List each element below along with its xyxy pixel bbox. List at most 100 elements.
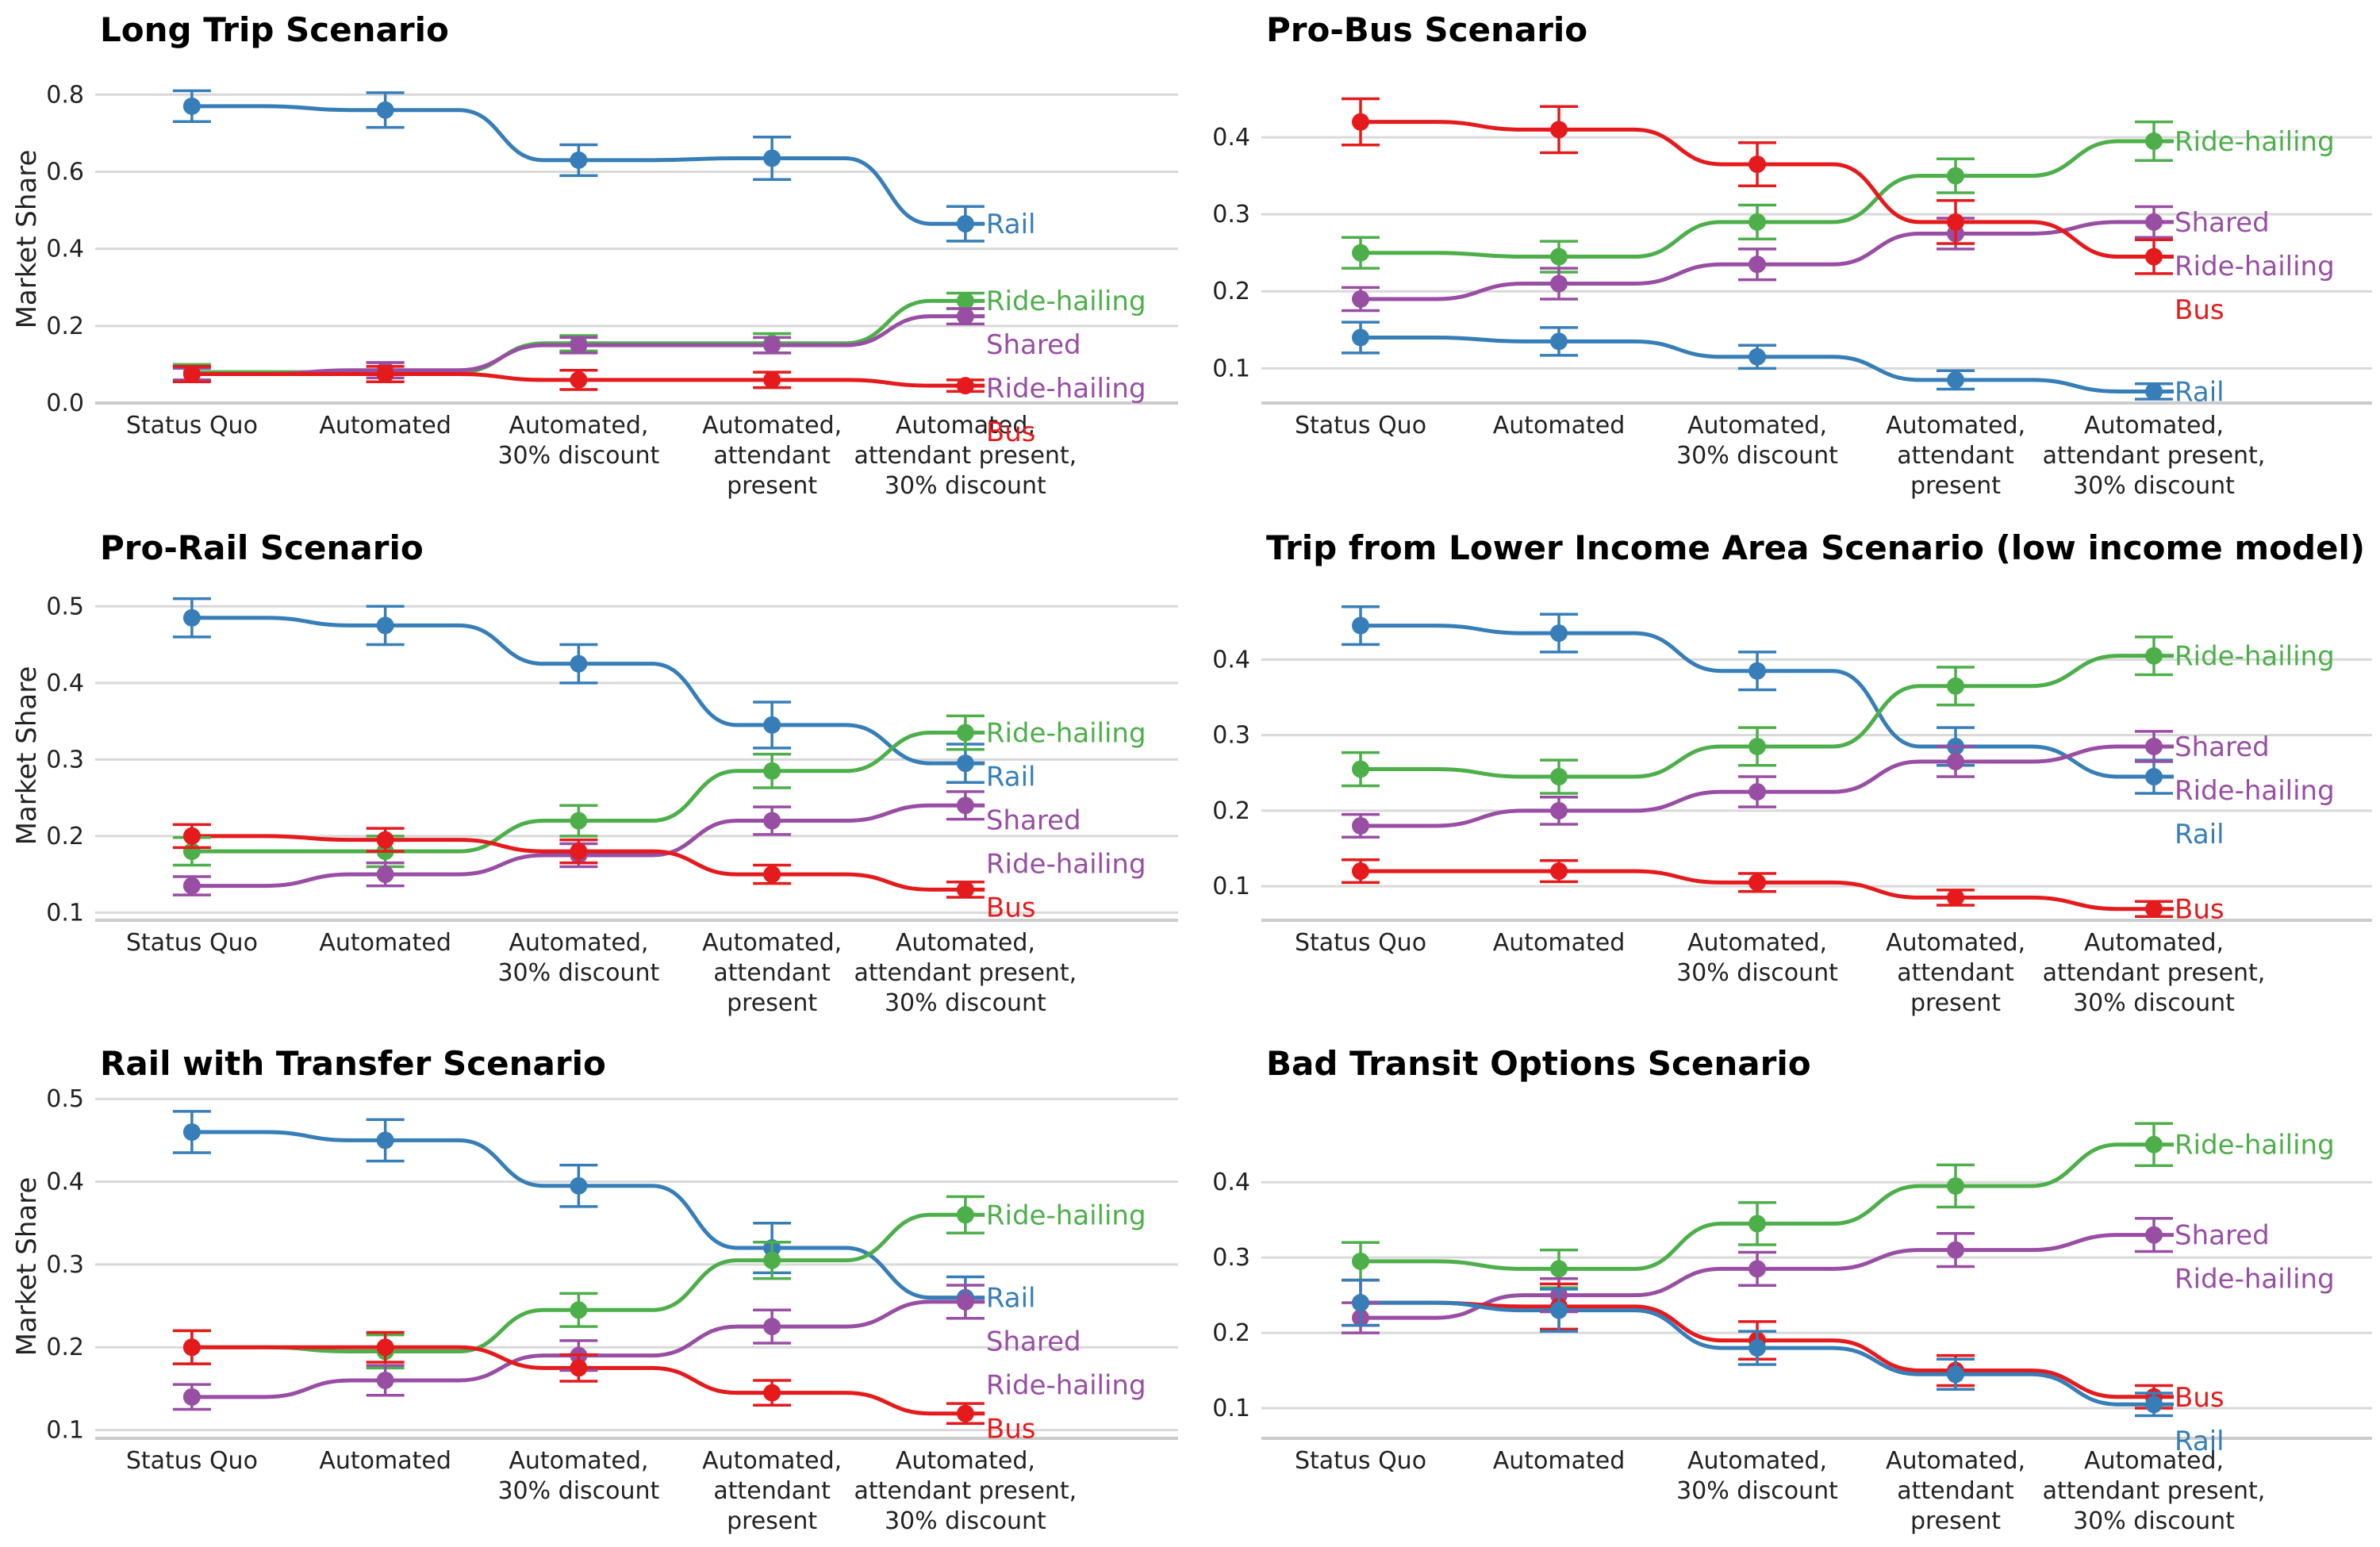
data-point <box>956 754 974 773</box>
data-point <box>570 654 588 673</box>
series-label: Ride-hailing <box>986 1200 1146 1231</box>
x-tick-label: Status Quo <box>126 929 258 957</box>
series-line-rail <box>1357 624 2174 779</box>
data-point <box>763 149 781 167</box>
series-line-ride-hailing <box>1357 1142 2174 1271</box>
data-point <box>570 843 588 861</box>
data-point <box>570 1177 588 1195</box>
data-point <box>1947 753 1964 770</box>
x-tick-label: Automated, attendant present, 30% discount <box>2043 1447 2266 1535</box>
data-point <box>1749 213 1766 231</box>
data-point <box>1352 113 1369 131</box>
data-point <box>1352 1252 1369 1270</box>
series-label: Bus <box>986 892 1036 924</box>
x-tick-label: Automated, attendant present, 30% discount <box>854 1447 1077 1535</box>
y-tick-label: 0.3 <box>1212 722 1250 750</box>
data-point <box>956 377 974 395</box>
data-point <box>1550 1301 1568 1319</box>
data-point <box>956 881 974 899</box>
series-label: Rail <box>2175 1426 2225 1457</box>
data-point <box>956 1206 974 1224</box>
y-tick-label: 0.3 <box>1212 1244 1250 1272</box>
data-point <box>956 307 974 325</box>
chart-panel-4: 0.1 0.2 0.3 0.4 Trip from Lower Income Area … <box>1212 528 2372 1017</box>
data-point <box>1352 328 1369 347</box>
y-tick-label: 0.4 <box>46 1169 84 1196</box>
y-tick-label: 0.3 <box>46 1251 84 1279</box>
x-tick-label: Automated <box>319 929 451 957</box>
data-point <box>1352 290 1369 308</box>
data-point <box>1749 155 1766 174</box>
series-line-shared-ride-hailing <box>1357 744 2174 828</box>
panel-title: Pro-Rail Scenario <box>100 528 424 567</box>
data-point <box>1749 255 1766 274</box>
data-point <box>956 724 974 742</box>
panel-title: Long Trip Scenario <box>100 10 449 49</box>
y-tick-label: 0.1 <box>1212 355 1250 382</box>
x-tick-label: Automated, attendant present <box>1886 412 2025 500</box>
series-label: Ride-hailing <box>2175 1264 2335 1296</box>
series-line-bus <box>188 834 985 892</box>
y-tick-label: 0.5 <box>46 1085 84 1113</box>
data-point <box>376 831 394 849</box>
data-point <box>1749 1215 1766 1233</box>
x-tick-label: Automated <box>1493 412 1626 440</box>
data-point <box>182 1338 201 1357</box>
x-tick-label: Automated, 30% discount <box>497 1447 659 1505</box>
y-tick-label: 0.4 <box>46 236 84 263</box>
data-point <box>570 812 588 830</box>
series-label: Ride-hailing <box>2175 126 2335 158</box>
data-point <box>1947 677 1964 695</box>
chart-panel-3: 0.1 0.2 0.3 0.4 0.5 Pro-Rail Scenario Market S… <box>11 528 1178 1017</box>
y-tick-label: 0.2 <box>1212 278 1250 305</box>
series-label: Ride-hailing <box>986 849 1146 881</box>
x-tick-label: Automated, attendant present, 30% discount <box>854 412 1077 500</box>
x-tick-label: Status Quo <box>126 412 258 440</box>
data-point <box>376 1371 394 1389</box>
data-point <box>956 215 974 233</box>
data-point <box>2145 1226 2163 1244</box>
y-tick-label: 0.2 <box>1212 1319 1250 1347</box>
data-point <box>376 365 394 383</box>
data-point <box>763 1384 781 1402</box>
series-line-ride-hailing <box>188 1212 985 1353</box>
data-point <box>1749 737 1766 755</box>
x-tick-label: Automated <box>319 1447 451 1475</box>
series-line-bus <box>1357 869 2174 912</box>
series-label: Rail <box>2175 819 2225 850</box>
y-tick-label: 0.4 <box>1212 124 1250 152</box>
series-label: Shared <box>986 805 1081 837</box>
data-point <box>1947 1177 1964 1195</box>
data-point <box>1749 662 1766 680</box>
data-point <box>182 1388 201 1406</box>
data-point <box>2145 382 2163 401</box>
series-label: Bus <box>2175 1382 2225 1414</box>
panel-title: Bad Transit Options Scenario <box>1266 1044 1811 1083</box>
series-line-shared-ride-hailing <box>188 803 985 889</box>
data-point <box>1550 332 1568 351</box>
series-label: Bus <box>2175 894 2225 926</box>
data-point <box>1352 1294 1369 1312</box>
x-tick-label: Automated, attendant present <box>702 1447 842 1535</box>
series-label: Bus <box>986 416 1036 448</box>
data-point <box>1550 274 1568 293</box>
data-point <box>1749 1260 1766 1278</box>
data-point <box>1550 1260 1568 1278</box>
data-point <box>2145 768 2163 786</box>
data-point <box>1550 801 1568 820</box>
data-point <box>376 616 394 635</box>
data-point <box>1352 616 1369 635</box>
data-point <box>182 365 201 383</box>
y-tick-label: 0.2 <box>46 313 84 340</box>
data-point <box>1947 1365 1964 1384</box>
data-point <box>1550 624 1568 643</box>
data-point <box>1947 167 1964 185</box>
x-tick-label: Automated, attendant present <box>1886 1447 2025 1535</box>
data-point <box>570 151 588 169</box>
x-tick-label: Automated, attendant present, 30% discount <box>2043 412 2266 500</box>
data-point <box>1352 816 1369 835</box>
data-point <box>956 1292 974 1311</box>
series-line-shared-ride-hailing <box>1357 220 2174 301</box>
data-point <box>763 370 781 389</box>
series-line-bus <box>1357 1300 2174 1399</box>
